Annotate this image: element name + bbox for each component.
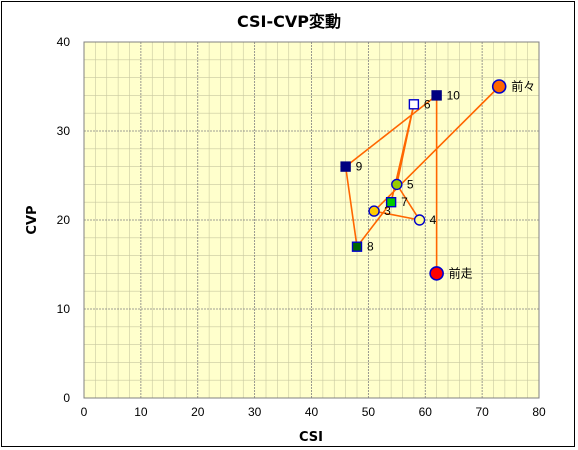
data-point-8	[351, 241, 363, 252]
x-tick-label: 50	[362, 405, 376, 419]
y-tick-label: 40	[57, 35, 71, 49]
point-label-4: 4	[430, 213, 437, 227]
plot-border	[83, 41, 540, 399]
x-tick-labels: 0 10 20 30 40 50 60 70 80	[81, 405, 546, 419]
data-point-7	[385, 196, 397, 208]
x-tick-label: 70	[475, 405, 489, 419]
chart-title: CSI-CVP変動	[237, 12, 341, 31]
data-points	[340, 79, 507, 281]
x-tick-label: 30	[248, 405, 262, 419]
data-point-5	[391, 178, 403, 191]
x-axis-title: CSI	[299, 430, 323, 445]
y-tick-label: 30	[57, 124, 71, 138]
x-tick-label: 0	[81, 405, 88, 419]
x-tick-label: 10	[134, 405, 148, 419]
series-line	[344, 85, 500, 274]
point-label-前々: 前々	[511, 79, 535, 94]
point-label-5: 5	[407, 177, 414, 191]
data-point-前走	[429, 266, 444, 281]
data-point-3	[368, 205, 380, 217]
data-point-前々	[491, 79, 507, 94]
x-tick-label: 60	[419, 405, 433, 419]
point-label-7: 7	[401, 195, 408, 209]
point-labels: 前々 3 4 5 6 7 8 9 10 前走	[356, 79, 536, 281]
y-tick-label: 20	[57, 213, 71, 227]
point-label-6: 6	[424, 97, 431, 111]
point-label-3: 3	[384, 204, 391, 218]
x-tick-label: 80	[532, 405, 546, 419]
point-label-9: 9	[356, 160, 363, 174]
data-point-9	[340, 161, 351, 172]
data-point-10	[431, 90, 442, 101]
x-tick-label: 20	[191, 405, 205, 419]
series-polyline	[344, 85, 500, 274]
x-tick-label: 40	[305, 405, 319, 419]
y-tick-label: 0	[63, 391, 70, 405]
data-point-6	[408, 99, 420, 110]
y-tick-labels: 0 10 20 30 40	[57, 35, 71, 405]
y-axis-title: CVP	[25, 205, 40, 234]
point-label-8: 8	[367, 240, 374, 254]
point-label-10: 10	[447, 88, 461, 102]
data-point-4	[413, 214, 426, 226]
y-tick-label: 10	[57, 302, 71, 316]
point-label-前走: 前走	[449, 265, 473, 280]
